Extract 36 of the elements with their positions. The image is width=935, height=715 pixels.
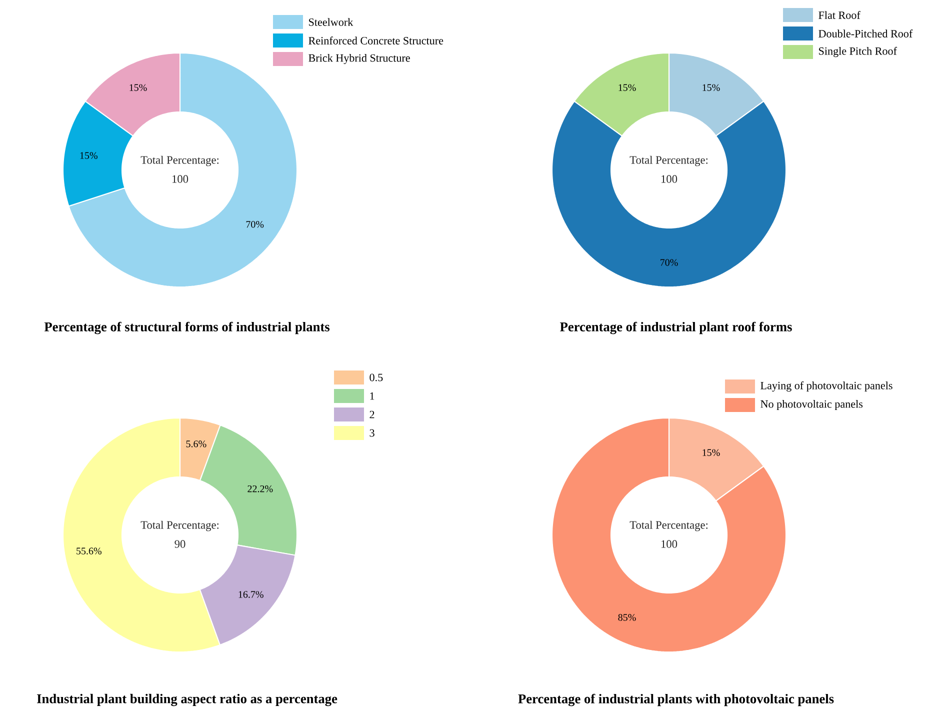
legend-label: Double-Pitched Roof (818, 30, 913, 38)
legend-label: 1 (370, 392, 374, 400)
data-label: 15% (130, 84, 147, 91)
data-label: 15% (702, 84, 720, 91)
text: Percentage of industrial plants with photovoltaic panels (518, 694, 834, 706)
data-label: 22.2% (248, 485, 273, 492)
data-label: 70% (246, 220, 264, 228)
legend-label: 2 (370, 410, 374, 418)
text: Total Percentage: (140, 520, 219, 532)
legend-label: Brick Hybrid Structure (308, 54, 410, 64)
legend-label: Laying of photovoltaic panels (760, 381, 892, 392)
text: Total Percentage: (630, 156, 708, 166)
legend-label: Reinforced Concrete Structure (308, 36, 444, 44)
data-label: 5.6% (186, 440, 206, 448)
data-label: 70% (660, 259, 678, 266)
legend-label: Single Pitch Roof (819, 46, 897, 58)
data-label: 16.7% (238, 591, 264, 598)
legend-label: No photovoltaic panels (760, 400, 863, 410)
legend-label: Steelwork (309, 18, 354, 26)
data-label: 55.6% (76, 548, 102, 554)
text: Percentage of industrial plant roof forms (560, 322, 792, 334)
text: Total Percentage: (140, 156, 219, 166)
text: Total Percentage: (630, 520, 708, 532)
text: Percentage of structural forms of industrial plants (44, 322, 330, 334)
text: 100 (172, 175, 188, 183)
data-label: 15% (80, 152, 98, 159)
text: 100 (662, 175, 678, 183)
legend-label: Flat Roof (818, 11, 860, 19)
legend-label: 0.5 (370, 374, 383, 382)
legend-label: 3 (370, 429, 374, 437)
data-label: 85% (618, 614, 636, 621)
data-label: 15% (702, 449, 720, 456)
text: 90 (174, 540, 186, 548)
data-label: 15% (618, 84, 636, 91)
text: Industrial plant building aspect ratio as a percentage (36, 694, 338, 706)
text: 100 (662, 540, 678, 548)
